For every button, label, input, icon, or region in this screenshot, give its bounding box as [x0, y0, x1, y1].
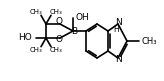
Text: CH₃: CH₃: [30, 9, 42, 15]
Text: CH₃: CH₃: [30, 47, 42, 53]
Text: B: B: [71, 28, 77, 37]
Text: N: N: [115, 55, 121, 64]
Text: HO: HO: [18, 34, 32, 43]
Text: OH: OH: [76, 12, 90, 21]
Text: O: O: [55, 35, 62, 44]
Text: O: O: [55, 17, 62, 26]
Text: H: H: [113, 26, 119, 35]
Text: CH₃: CH₃: [50, 47, 62, 53]
Text: CH₃: CH₃: [50, 9, 62, 15]
Text: CH₃: CH₃: [142, 37, 157, 46]
Text: N: N: [115, 18, 121, 27]
